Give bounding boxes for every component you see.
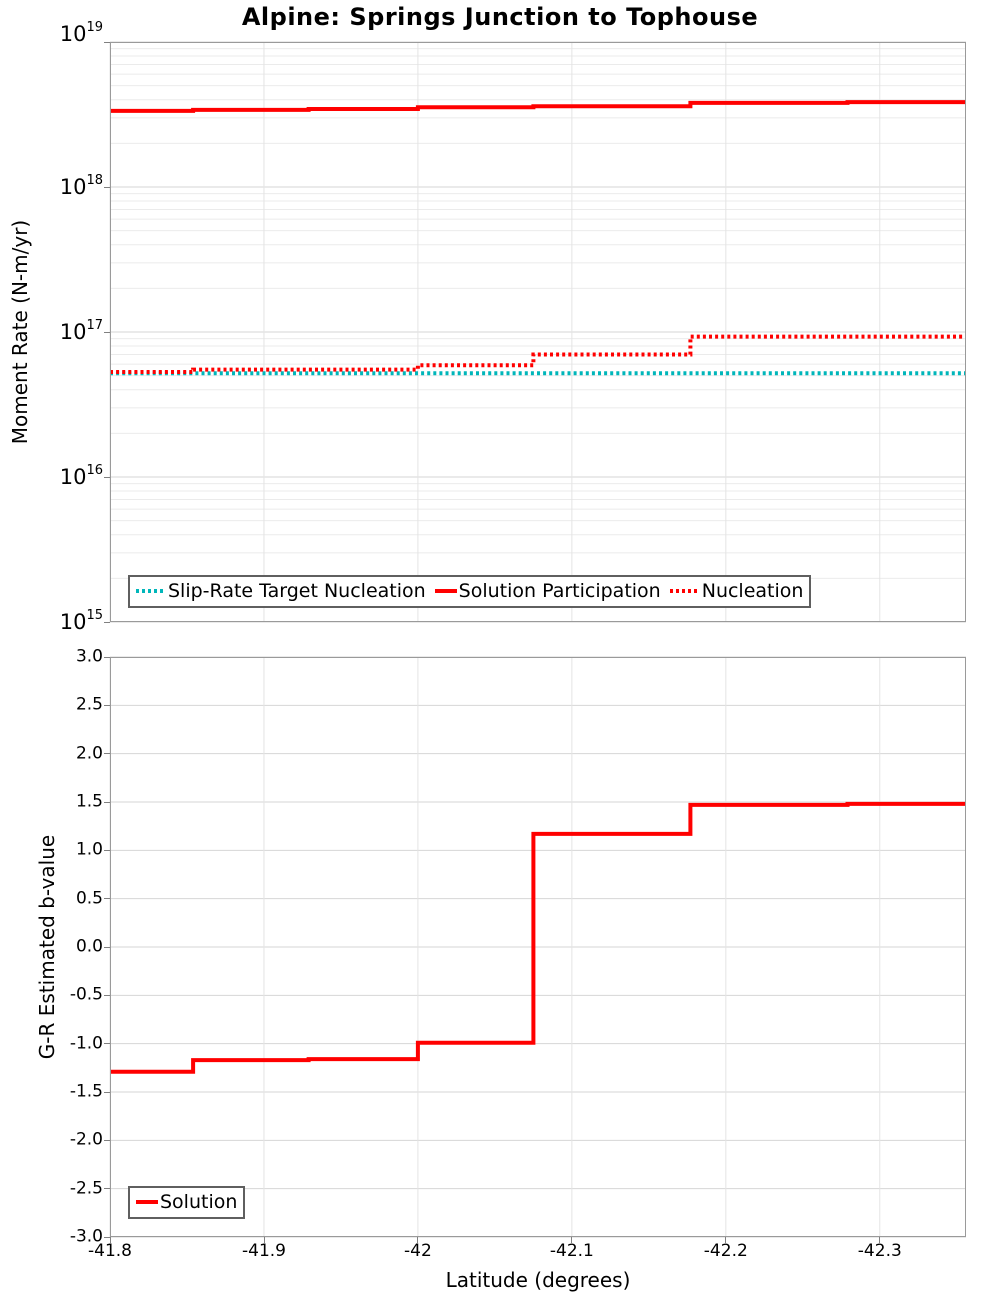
red-solid-line-sample [136,1200,158,1205]
bottom-legend: Solution [128,1186,246,1219]
plot-frame [110,42,966,622]
plot-frame [110,657,966,1237]
y-tick-label: 2.5 [75,694,103,715]
y-tick-mark [104,476,110,478]
y-tick-label: -1.5 [69,1081,103,1102]
y-tick-label: -1.0 [69,1033,103,1054]
x-tick-mark [417,1237,419,1243]
y-tick-mark [104,704,110,706]
y-tick-label: 1017 [59,318,103,344]
y-tick-label: -3.0 [69,1226,103,1247]
y-tick-mark [104,1043,110,1045]
legend-item-solution: Solution [136,1191,237,1214]
x-tick-mark [571,1237,573,1243]
y-tick-label: 0.5 [75,888,103,909]
bottom-y-axis-label: G-R Estimated b-value [35,834,59,1060]
y-tick-mark [104,946,110,948]
y-tick-mark [104,41,110,43]
x-tick-mark [109,1237,111,1243]
y-tick-mark [104,621,110,623]
legend-label: Solution [160,1191,238,1213]
x-tick-label: -42.1 [549,1241,594,1261]
top-legend: Slip-Rate Target Nucleation Solution Par… [128,575,812,608]
y-tick-mark [104,656,110,658]
y-tick-label: 0.0 [75,936,103,957]
y-tick-mark [104,801,110,803]
legend-item-slip-rate-target: Slip-Rate Target Nucleation [136,580,426,603]
series-solution [110,801,966,1074]
x-tick-label: -42.3 [857,1241,902,1261]
y-tick-label: -2.5 [69,1178,103,1199]
x-tick-label: -42 [404,1241,432,1261]
y-tick-label: -0.5 [69,984,103,1005]
x-tick-mark [879,1237,881,1243]
legend-label: Solution Participation [458,580,661,602]
legend-label: Nucleation [701,580,804,602]
y-tick-label: 1016 [59,463,103,489]
y-tick-mark [104,994,110,996]
y-tick-label: 3.0 [75,646,103,667]
y-tick-label: 1.5 [75,791,103,812]
y-tick-label: 1.0 [75,839,103,860]
series-solution-participation [110,100,966,113]
legend-item-solution-participation: Solution Participation [434,580,661,603]
y-tick-label: 1019 [59,20,103,46]
y-tick-mark [104,1236,110,1238]
chart-title: Alpine: Springs Junction to Tophouse [241,3,759,31]
x-tick-label: -41.8 [88,1241,132,1261]
red-dotted-line-sample [669,589,700,594]
y-tick-mark [104,1188,110,1190]
legend-label: Slip-Rate Target Nucleation [168,580,426,602]
y-tick-mark [104,1091,110,1093]
y-tick-mark [104,186,110,188]
x-tick-label: -41.9 [242,1241,286,1261]
x-axis-label: Latitude (degrees) [445,1268,631,1292]
series-nucleation [110,334,966,374]
y-tick-label: 1018 [59,173,103,199]
y-tick-label: -2.0 [69,1129,103,1150]
x-tick-mark [263,1237,265,1243]
x-tick-mark [725,1237,727,1243]
legend-item-nucleation: Nucleation [669,580,804,603]
y-tick-label: 2.0 [75,743,103,764]
red-solid-line-sample [434,589,457,594]
y-tick-mark [104,331,110,333]
y-tick-mark [104,753,110,755]
y-tick-mark [104,849,110,851]
y-tick-mark [104,1139,110,1141]
y-tick-label: 1015 [59,608,103,634]
x-tick-label: -42.2 [703,1241,748,1261]
top-y-axis-label: Moment Rate (N-m/yr) [8,219,32,445]
cyan-dotted-line-sample [136,589,166,594]
y-tick-mark [104,898,110,900]
